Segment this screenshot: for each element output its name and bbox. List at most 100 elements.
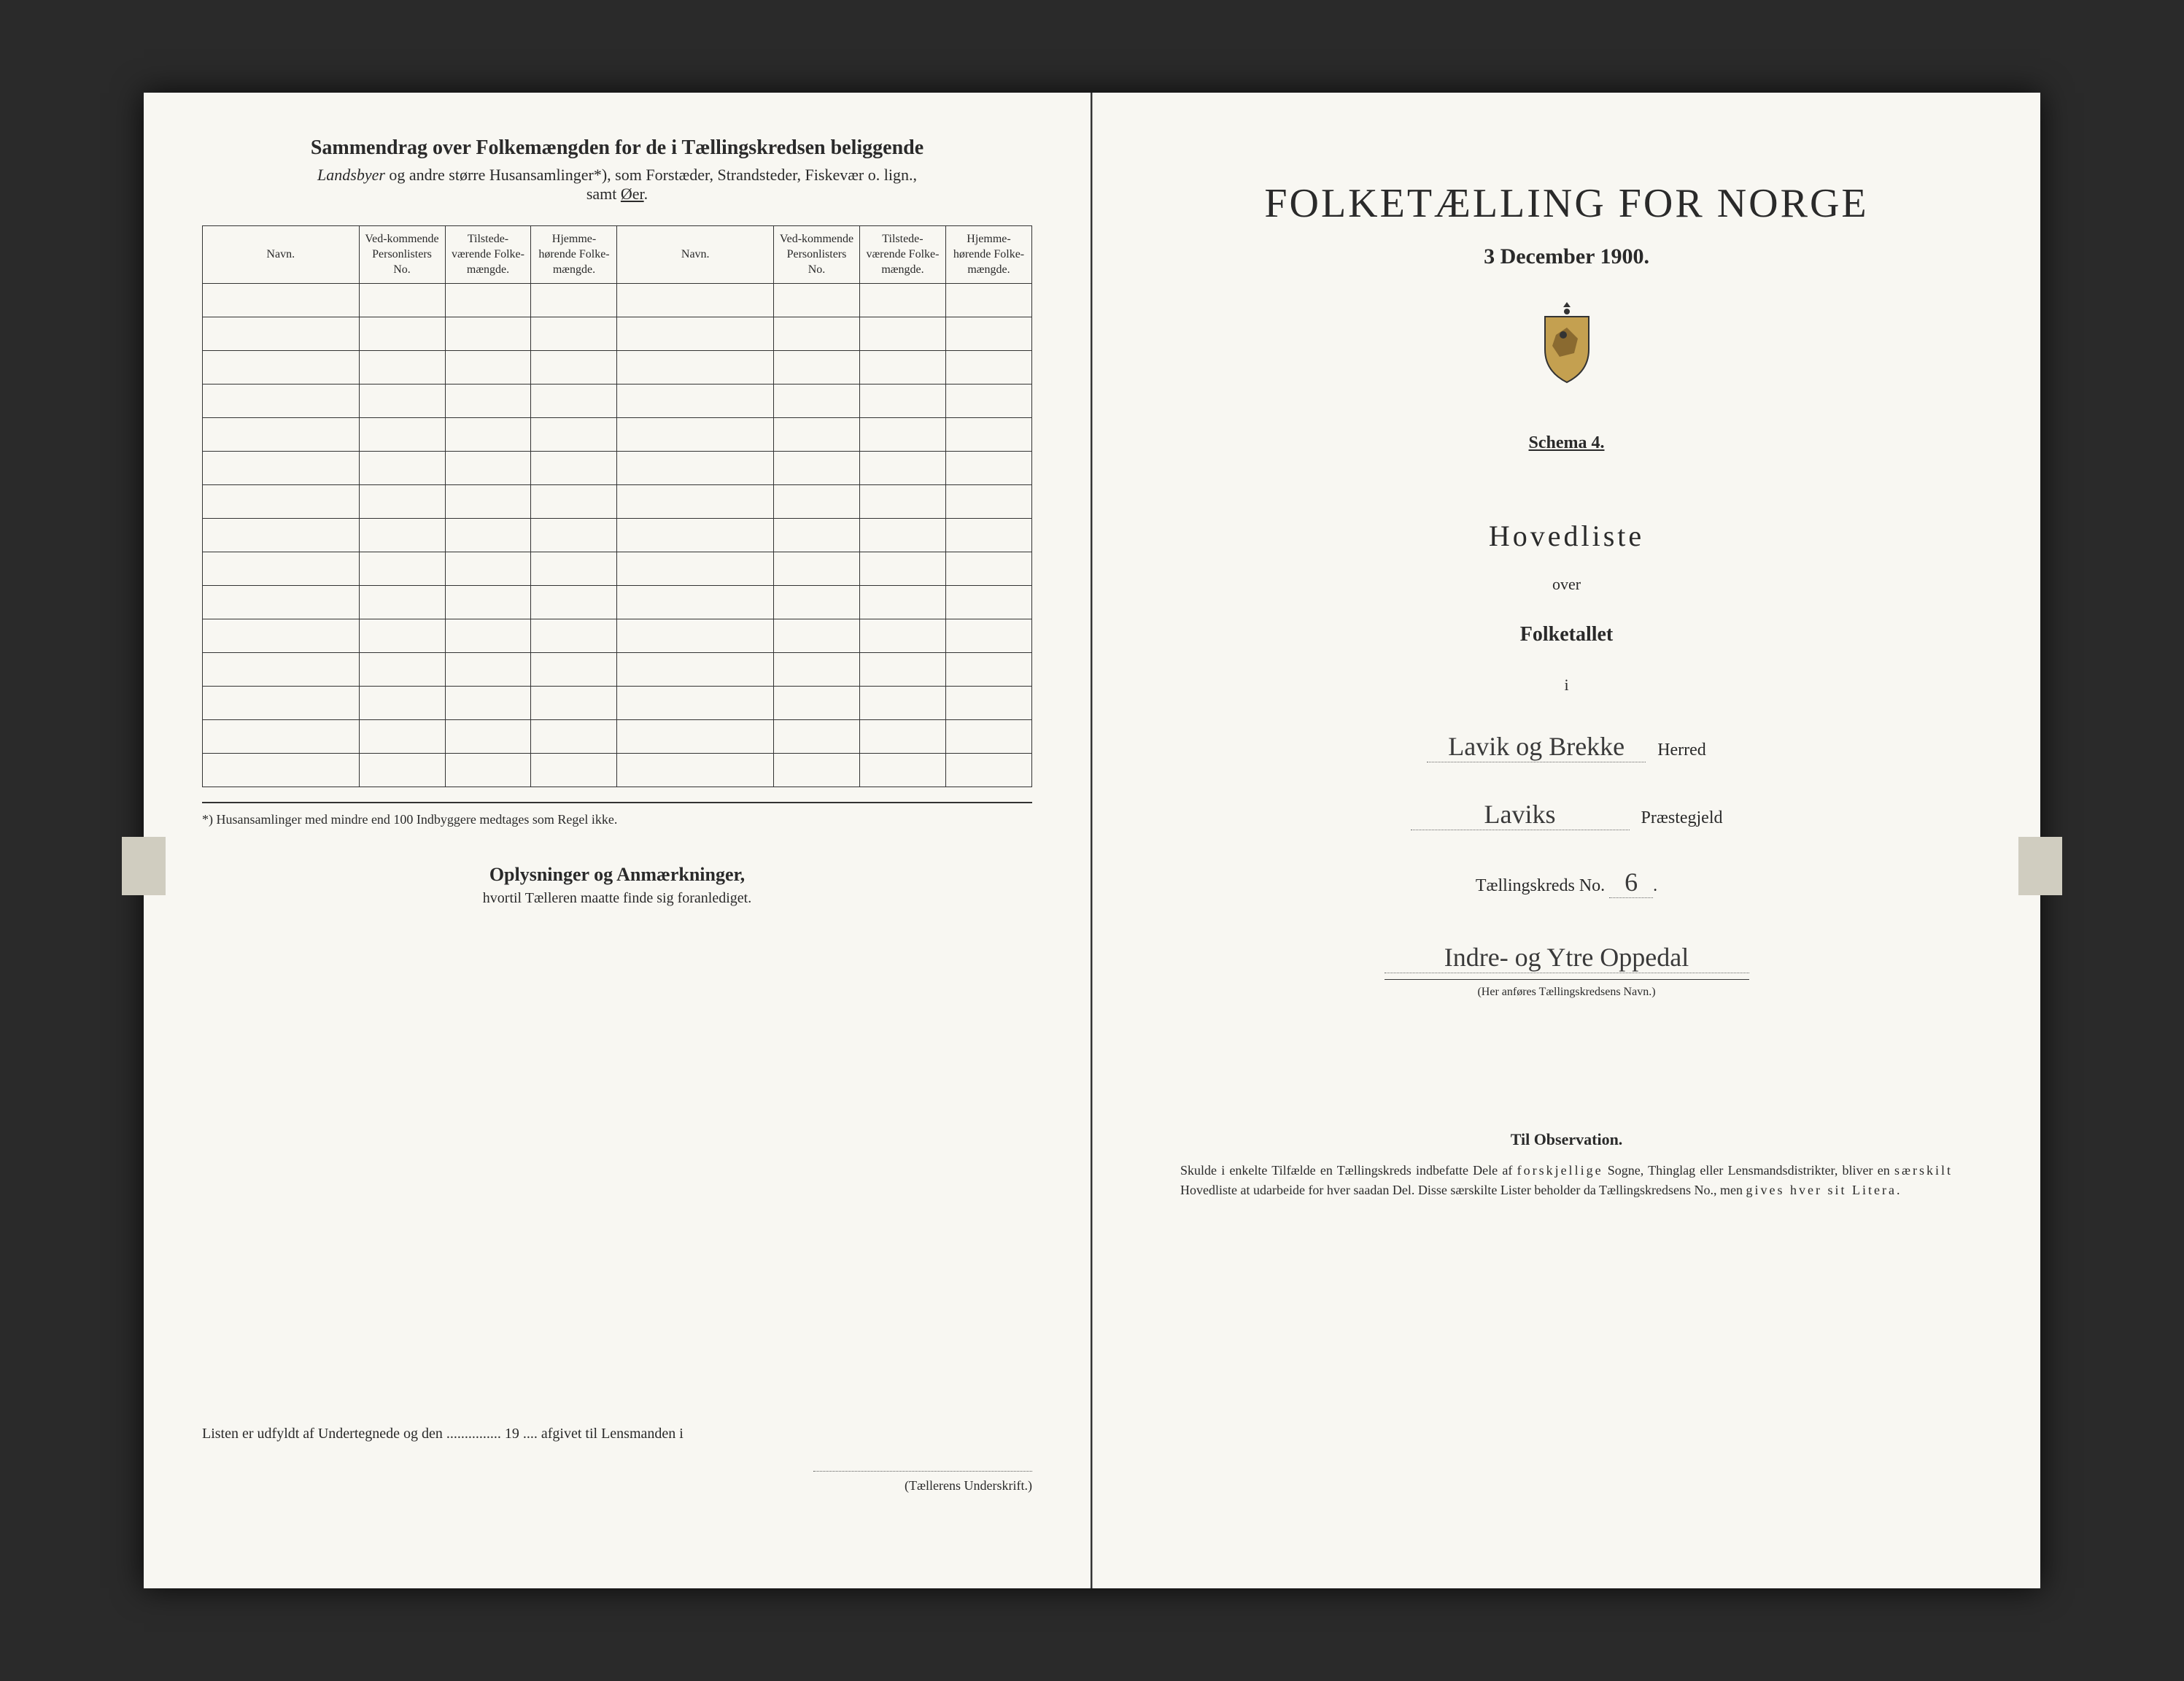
oplysninger-title: Oplysninger og Anmærkninger,	[202, 864, 1032, 886]
table-row	[203, 418, 1032, 452]
col-vedkommende: Ved-kommende Personlisters No.	[359, 226, 445, 284]
table-cell	[617, 351, 774, 384]
table-cell	[359, 519, 445, 552]
table-cell	[945, 552, 1031, 586]
kreds-no-label: Tællingskreds No.	[1476, 876, 1605, 895]
table-cell	[203, 284, 360, 317]
table-cell	[359, 653, 445, 687]
table-cell	[617, 452, 774, 485]
col-vedkommende-2: Ved-kommende Personlisters No.	[773, 226, 859, 284]
table-cell	[859, 317, 945, 351]
table-cell	[531, 317, 617, 351]
table-row	[203, 452, 1032, 485]
table-cell	[203, 351, 360, 384]
over-label: over	[1151, 575, 1982, 594]
kreds-number-row: Tællingskreds No. 6.	[1151, 867, 1982, 898]
table-cell	[445, 653, 531, 687]
table-cell	[945, 418, 1031, 452]
signature-rule	[813, 1471, 1032, 1472]
table-cell	[359, 284, 445, 317]
table-cell	[203, 519, 360, 552]
table-cell	[773, 317, 859, 351]
summary-subtitle: Landsbyer og andre større Husansamlinger…	[202, 166, 1032, 204]
table-row	[203, 351, 1032, 384]
table-row	[203, 519, 1032, 552]
table-cell	[445, 619, 531, 653]
table-cell	[359, 586, 445, 619]
signature-caption: (Tællerens Underskrift.)	[905, 1478, 1032, 1493]
table-cell	[859, 384, 945, 418]
folketallet-label: Folketallet	[1151, 623, 1982, 646]
table-cell	[859, 687, 945, 720]
table-cell	[359, 552, 445, 586]
table-cell	[859, 452, 945, 485]
table-cell	[531, 452, 617, 485]
table-row	[203, 284, 1032, 317]
table-cell	[531, 653, 617, 687]
hovedliste-heading: Hovedliste	[1151, 519, 1982, 553]
table-row	[203, 720, 1032, 754]
col-hjemme-2: Hjemme-hørende Folke-mængde.	[945, 226, 1031, 284]
table-cell	[859, 619, 945, 653]
table-cell	[859, 418, 945, 452]
table-cell	[445, 284, 531, 317]
table-cell	[359, 317, 445, 351]
praestegjeld-row: Laviks Præstegjeld	[1151, 799, 1982, 830]
table-cell	[445, 317, 531, 351]
table-cell	[445, 586, 531, 619]
census-date: 3 December 1900.	[1151, 244, 1982, 269]
table-cell	[531, 485, 617, 519]
table-cell	[617, 552, 774, 586]
table-cell	[531, 418, 617, 452]
right-page: FOLKETÆLLING FOR NORGE 3 December 1900. …	[1092, 93, 2040, 1588]
table-cell	[359, 754, 445, 787]
page-tab-left	[122, 837, 166, 895]
table-cell	[945, 720, 1031, 754]
table-cell	[945, 687, 1031, 720]
page-tab-right	[2018, 837, 2062, 895]
observation-text: Skulde i enkelte Tilfælde en Tællingskre…	[1151, 1161, 1982, 1200]
table-row	[203, 384, 1032, 418]
table-cell	[773, 351, 859, 384]
table-cell	[531, 519, 617, 552]
title-page-content: FOLKETÆLLING FOR NORGE 3 December 1900. …	[1151, 136, 1982, 1200]
table-cell	[945, 519, 1031, 552]
book-spread: Sammendrag over Folkemængden for de i Tæ…	[144, 93, 2040, 1588]
table-cell	[445, 452, 531, 485]
table-cell	[945, 317, 1031, 351]
table-cell	[945, 653, 1031, 687]
table-cell	[445, 485, 531, 519]
table-cell	[773, 384, 859, 418]
table-cell	[445, 384, 531, 418]
table-cell	[617, 653, 774, 687]
table-cell	[445, 351, 531, 384]
left-header: Sammendrag over Folkemængden for de i Tæ…	[202, 136, 1032, 204]
census-title: FOLKETÆLLING FOR NORGE	[1151, 180, 1982, 227]
table-cell	[945, 754, 1031, 787]
table-cell	[859, 653, 945, 687]
table-cell	[617, 384, 774, 418]
table-cell	[359, 351, 445, 384]
table-cell	[859, 284, 945, 317]
table-cell	[617, 754, 774, 787]
table-cell	[945, 485, 1031, 519]
table-cell	[945, 384, 1031, 418]
table-cell	[773, 418, 859, 452]
table-cell	[531, 720, 617, 754]
table-cell	[617, 586, 774, 619]
table-cell	[203, 317, 360, 351]
herred-label: Herred	[1657, 741, 1706, 760]
col-navn-2: Navn.	[617, 226, 774, 284]
table-row	[203, 586, 1032, 619]
table-cell	[203, 720, 360, 754]
scanner-background: Sammendrag over Folkemængden for de i Tæ…	[0, 0, 2184, 1681]
summary-title: Sammendrag over Folkemængden for de i Tæ…	[202, 136, 1032, 160]
table-cell	[773, 452, 859, 485]
table-cell	[203, 452, 360, 485]
table-cell	[445, 720, 531, 754]
bottom-declaration: Listen er udfyldt af Undertegnede og den…	[202, 1426, 1032, 1442]
i-label: i	[1151, 676, 1982, 695]
table-row	[203, 317, 1032, 351]
table-cell	[203, 552, 360, 586]
kreds-name-rule	[1385, 979, 1749, 980]
